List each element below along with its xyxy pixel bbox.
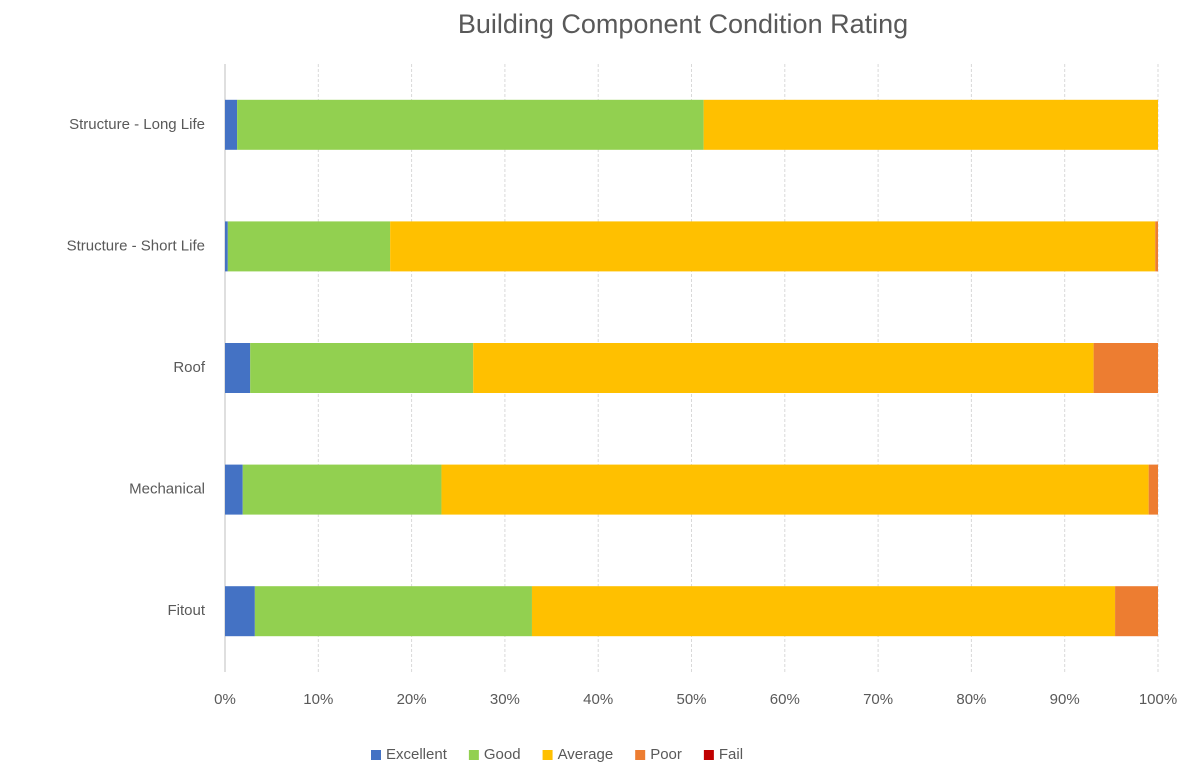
bar-segment <box>227 221 391 272</box>
bar-segment <box>531 586 1116 637</box>
legend-label: Poor <box>650 746 682 763</box>
bar-segment <box>390 221 1156 272</box>
legend-label: Excellent <box>386 746 448 763</box>
bar-segment <box>441 464 1149 515</box>
x-tick-label: 20% <box>397 691 427 708</box>
y-tick-label: Structure - Short Life <box>67 237 205 254</box>
bar-segment <box>225 586 255 637</box>
y-tick-label: Fitout <box>167 602 205 619</box>
x-tick-label: 30% <box>490 691 520 708</box>
y-tick-label: Roof <box>173 359 206 376</box>
bar-segment <box>225 221 228 272</box>
x-tick-label: 60% <box>770 691 800 708</box>
legend-swatch <box>468 750 479 760</box>
bar-segment <box>225 343 251 393</box>
bar-segment <box>1115 586 1158 637</box>
bar-segment <box>237 99 704 150</box>
legend-label: Fail <box>719 746 743 763</box>
legend-swatch <box>635 750 646 760</box>
x-tick-label: 40% <box>583 691 613 708</box>
x-tick-label: 50% <box>676 691 706 708</box>
x-tick-label: 0% <box>214 691 236 708</box>
bar-segment <box>1148 464 1158 515</box>
chart-title: Building Component Condition Rating <box>458 9 908 39</box>
bar-segment <box>242 464 442 515</box>
bar-segment <box>1093 343 1158 393</box>
legend-label: Average <box>558 746 614 763</box>
legend-swatch <box>542 750 553 760</box>
bar-segment <box>473 343 1094 393</box>
y-tick-label: Mechanical <box>129 481 205 498</box>
bar-segment <box>225 99 238 150</box>
x-tick-label: 70% <box>863 691 893 708</box>
legend-swatch <box>703 750 714 760</box>
x-tick-label: 10% <box>303 691 333 708</box>
legend-label: Good <box>484 746 521 763</box>
bar-segment <box>254 586 532 637</box>
x-tick-label: 100% <box>1139 691 1177 708</box>
bar-segment <box>250 343 474 393</box>
bar-segment <box>225 464 243 515</box>
bar-segment <box>1155 221 1158 272</box>
y-tick-label: Structure - Long Life <box>69 116 205 133</box>
legend-swatch <box>371 750 381 760</box>
x-tick-label: 80% <box>956 691 986 708</box>
x-tick-label: 90% <box>1050 691 1080 708</box>
bar-segment <box>703 99 1158 150</box>
